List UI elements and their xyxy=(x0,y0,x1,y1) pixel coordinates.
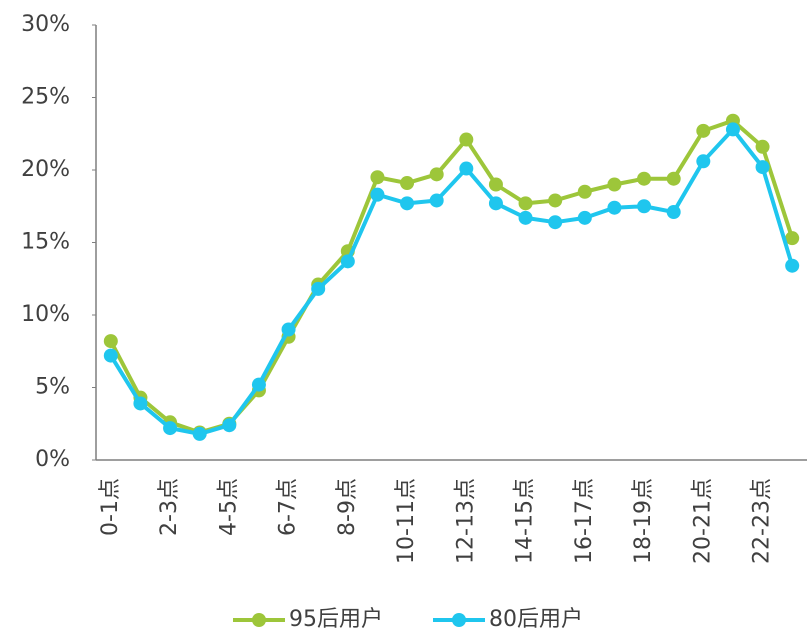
point xyxy=(459,132,474,147)
x-tick-label: 6-7点 xyxy=(276,478,301,536)
point xyxy=(637,199,652,214)
x-tick-label: 10-11点 xyxy=(394,478,419,564)
point xyxy=(577,184,592,199)
point xyxy=(696,123,711,138)
point xyxy=(429,193,444,208)
point xyxy=(785,231,800,246)
x-tick-label: 18-19点 xyxy=(631,478,656,564)
x-tick-label: 4-5点 xyxy=(216,478,241,536)
point xyxy=(518,196,533,211)
y-tick-label: 0% xyxy=(35,447,70,472)
point xyxy=(725,122,740,137)
point xyxy=(133,396,148,411)
y-tick-label: 15% xyxy=(21,230,70,255)
series-line xyxy=(109,118,795,435)
y-tick-label: 30% xyxy=(21,12,70,37)
point xyxy=(163,421,178,436)
x-tick-label: 12-13点 xyxy=(453,478,478,564)
x-tick-label: 0-1点 xyxy=(98,478,123,536)
point xyxy=(637,171,652,186)
point xyxy=(429,167,444,182)
point xyxy=(548,215,563,230)
point xyxy=(251,377,266,392)
point xyxy=(370,187,385,202)
point xyxy=(103,334,118,349)
point xyxy=(518,210,533,225)
point xyxy=(607,177,622,192)
point xyxy=(222,418,237,433)
point xyxy=(311,281,326,296)
y-tick-label: 10% xyxy=(21,302,70,327)
legend-swatch-marker xyxy=(252,613,266,627)
point xyxy=(696,154,711,169)
y-tick-label: 5% xyxy=(35,375,70,400)
legend-swatch-marker xyxy=(452,613,466,627)
point xyxy=(192,426,207,441)
series-line xyxy=(109,127,795,436)
x-tick-label: 16-17点 xyxy=(572,478,597,564)
point xyxy=(400,196,415,211)
x-tick-label: 14-15点 xyxy=(513,478,538,564)
point xyxy=(666,171,681,186)
legend-label: 80后用户 xyxy=(489,607,583,632)
y-tick-label: 20% xyxy=(21,157,70,182)
point xyxy=(785,258,800,273)
legend-label: 95后用户 xyxy=(289,607,383,632)
y-tick-label: 25% xyxy=(21,85,70,110)
point xyxy=(548,193,563,208)
point xyxy=(370,170,385,185)
point xyxy=(103,348,118,363)
point xyxy=(488,177,503,192)
point xyxy=(666,205,681,220)
x-tick-label: 2-3点 xyxy=(157,478,182,536)
x-tick-label: 20-21点 xyxy=(690,478,715,564)
point xyxy=(577,210,592,225)
point xyxy=(755,160,770,175)
point xyxy=(607,200,622,215)
point xyxy=(400,176,415,191)
point xyxy=(459,161,474,176)
x-tick-label: 8-9点 xyxy=(335,478,360,536)
point xyxy=(281,322,296,337)
x-tick-label: 22-23点 xyxy=(750,478,775,564)
point xyxy=(488,196,503,211)
point xyxy=(340,254,355,269)
point xyxy=(755,139,770,154)
